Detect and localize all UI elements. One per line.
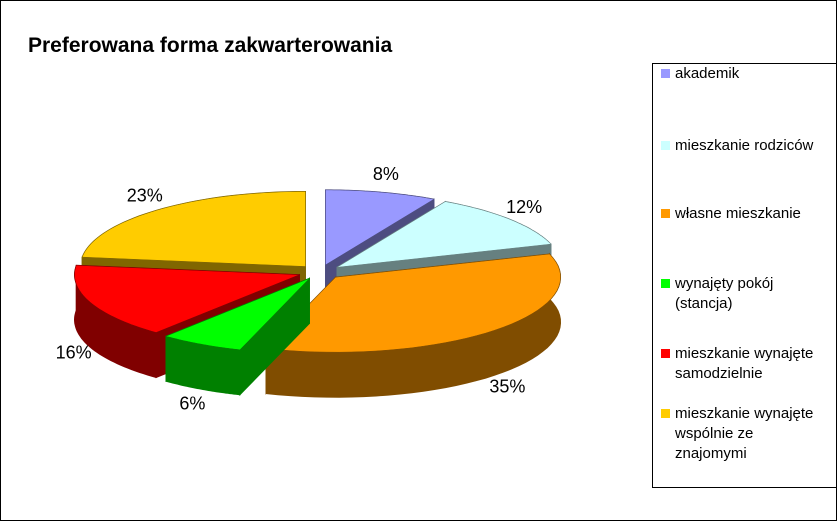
plot: 8% 12% 35% 6% 16% 23% bbox=[56, 164, 562, 413]
chart-title: Preferowana forma zakwarterowania bbox=[28, 34, 393, 57]
legend-label: mieszkanie rodziców bbox=[675, 137, 814, 154]
legend: akademik mieszkanie rodziców własne mieszk… bbox=[652, 63, 837, 488]
data-label: 23% bbox=[127, 186, 163, 206]
legend-swatch bbox=[661, 349, 670, 358]
legend-item: akademik bbox=[661, 64, 831, 84]
legend-label: akademik bbox=[675, 65, 740, 82]
data-label: 12% bbox=[506, 197, 542, 217]
legend-label: własne mieszkanie bbox=[675, 205, 801, 222]
legend-swatch bbox=[661, 69, 670, 78]
slice bbox=[265, 253, 561, 353]
legend-swatch bbox=[661, 279, 670, 288]
slice bbox=[74, 265, 300, 333]
legend-item: własne mieszkanie bbox=[661, 204, 831, 224]
legend-item: mieszkanie wynajęte wspólnie ze znajomym… bbox=[661, 404, 831, 464]
slice bbox=[165, 278, 310, 351]
legend-item: wynajęty pokój (stancja) bbox=[661, 274, 831, 314]
data-label: 8% bbox=[373, 164, 399, 184]
legend-label: wynajęty pokój (stancja) bbox=[675, 275, 774, 312]
legend-label: mieszkanie wynajęte samodzielnie bbox=[675, 345, 814, 382]
legend-swatch bbox=[661, 209, 670, 218]
data-label: 6% bbox=[179, 393, 205, 413]
data-label: 16% bbox=[56, 343, 92, 363]
slice bbox=[325, 189, 435, 266]
legend-label: mieszkanie wynajęte wspólnie ze znajomym… bbox=[675, 405, 814, 462]
slice bbox=[336, 201, 552, 268]
legend-swatch bbox=[661, 141, 670, 150]
data-label: 35% bbox=[489, 376, 525, 396]
legend-swatch bbox=[661, 409, 670, 418]
legend-item: mieszkanie wynajęte samodzielnie bbox=[661, 344, 831, 384]
slice bbox=[81, 191, 306, 267]
legend-item: mieszkanie rodziców bbox=[661, 136, 831, 156]
